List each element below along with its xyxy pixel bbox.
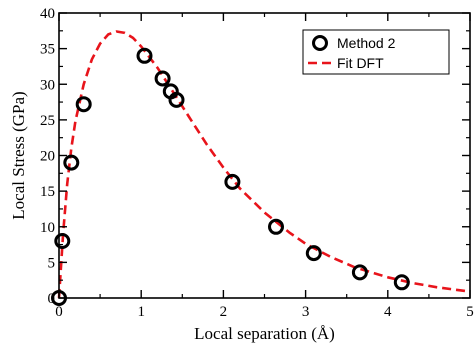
method-2-point-2 <box>63 154 80 171</box>
y-axis-label: Local Stress (GPa) <box>9 91 28 219</box>
method-2-point-3 <box>75 96 92 113</box>
legend-label-method-2: Method 2 <box>337 35 396 51</box>
marker-layer <box>51 47 410 306</box>
legend-box <box>302 29 450 75</box>
fit-curve-layer <box>57 30 471 299</box>
method-2-point-1 <box>54 233 71 249</box>
y-tick-label: 5 <box>48 255 56 271</box>
method-2-point-8 <box>224 173 241 190</box>
y-tick-label: 10 <box>40 220 55 236</box>
y-tick-label: 15 <box>40 184 55 200</box>
y-tick-label: 40 <box>40 6 55 22</box>
method-2-point-9 <box>268 218 284 235</box>
legend-label-fit-dft: Fit DFT <box>337 55 384 71</box>
method-2-point-11 <box>351 264 368 281</box>
y-tick-label: 30 <box>40 77 55 93</box>
y-tick-label: 20 <box>40 149 55 165</box>
legend: Method 2 Fit DFT <box>302 29 450 75</box>
x-tick-label: 0 <box>55 304 63 320</box>
x-tick-label: 1 <box>137 304 145 320</box>
y-tick-label: 35 <box>40 42 55 58</box>
method-2-point-12 <box>393 274 410 291</box>
x-axis-label: Local separation (Å) <box>194 324 335 343</box>
method-2-point-5 <box>154 70 171 87</box>
tick-layer: 0 1 2 3 4 5 0 5 10 15 20 25 30 35 40 <box>40 6 474 320</box>
fit-dft-curve <box>57 30 471 299</box>
legend-marker-method-2 <box>312 35 328 51</box>
method-2-point-4 <box>136 47 153 64</box>
x-tick-label: 3 <box>302 304 310 320</box>
x-tick-label: 2 <box>220 304 228 320</box>
y-tick-label: 0 <box>48 291 56 307</box>
x-tick-label: 5 <box>466 304 474 320</box>
method-2-point-10 <box>305 245 322 262</box>
method-2-point-7 <box>168 91 185 108</box>
y-tick-label: 25 <box>40 113 55 129</box>
x-tick-label: 4 <box>384 304 392 320</box>
